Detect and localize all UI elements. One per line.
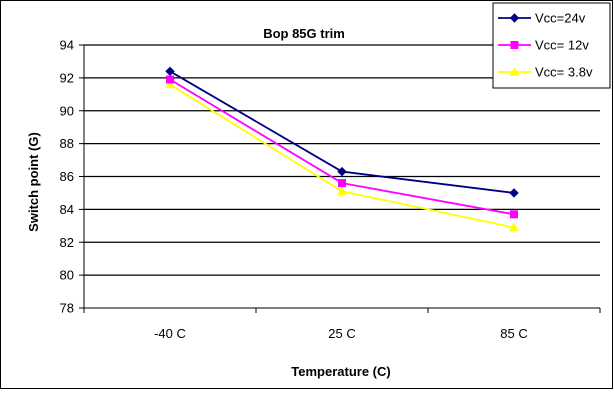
data-point	[337, 166, 347, 177]
y-tick-label: 80	[60, 268, 74, 283]
y-tick-label: 88	[60, 136, 74, 151]
chart-title: Bop 85G trim	[263, 26, 345, 41]
legend-entry: Vcc= 3.8v	[535, 65, 593, 80]
legend-marker	[509, 13, 520, 23]
legend-marker	[509, 66, 520, 76]
legend-entry: Vcc= 12v	[535, 38, 589, 53]
y-tick-label: 86	[60, 169, 74, 184]
data-point	[165, 79, 175, 89]
legend-entry: Vcc=24v	[535, 11, 586, 26]
y-tick-label: 92	[60, 70, 74, 85]
data-point	[337, 186, 347, 195]
y-tick-label: 94	[60, 38, 74, 53]
y-axis-label: Switch point (G)	[26, 132, 41, 232]
x-tick-label: -40 C	[154, 326, 186, 341]
data-point	[165, 66, 175, 77]
data-point	[338, 179, 346, 188]
x-tick-label: 85 C	[500, 326, 527, 341]
data-point	[509, 222, 519, 232]
data-point	[166, 75, 174, 84]
y-tick-label: 78	[60, 301, 74, 316]
y-tick-label: 84	[60, 202, 74, 217]
x-tick-label: 25 C	[328, 326, 355, 341]
y-tick-label: 82	[60, 235, 74, 250]
data-point	[510, 210, 518, 219]
x-axis-label: Temperature (C)	[291, 364, 390, 379]
legend: Vcc=24v Vcc= 12v Vcc= 3.8v	[492, 2, 611, 89]
data-point	[509, 188, 519, 198]
legend-marker	[510, 41, 519, 49]
y-tick-label: 90	[60, 103, 74, 118]
